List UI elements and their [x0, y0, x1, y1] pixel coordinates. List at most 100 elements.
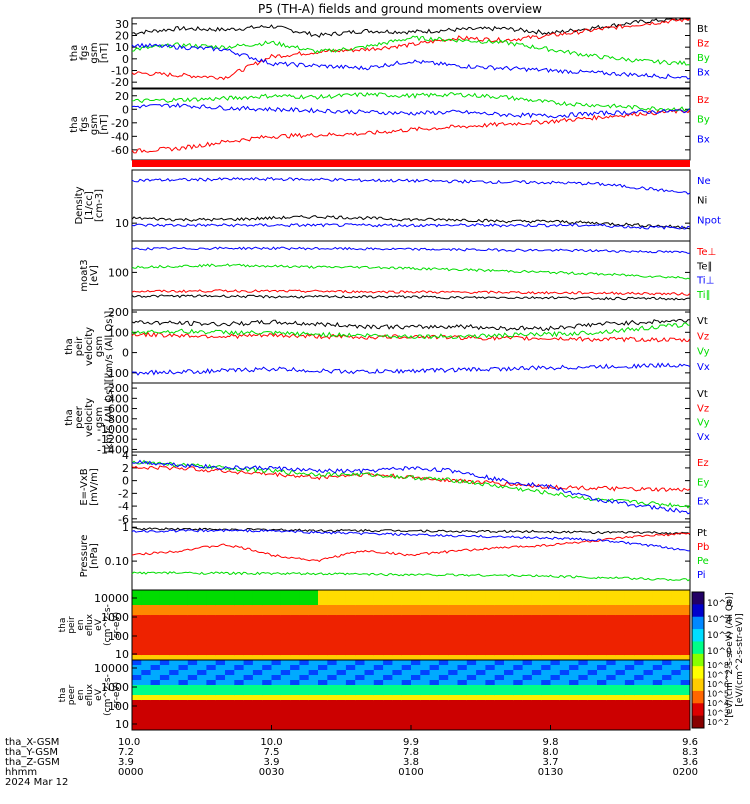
heatmap-cell: [643, 630, 654, 636]
heatmap-cell: [457, 620, 468, 626]
heatmap-cell: [485, 710, 496, 716]
heatmap-cell: [252, 680, 263, 686]
heatmap-cell: [652, 620, 663, 626]
heatmap-cell: [466, 695, 477, 701]
heatmap-cell: [429, 630, 440, 636]
heatmap-cell: [234, 655, 245, 661]
heatmap-cell: [197, 635, 207, 641]
heatmap-cell: [522, 685, 533, 691]
y-axis-label-line: peir: [74, 336, 85, 356]
heatmap-cell: [615, 605, 626, 611]
heatmap-cell: [252, 645, 263, 651]
heatmap-cell: [336, 705, 347, 711]
y-tick-label: 10: [115, 648, 129, 661]
heatmap-cell: [494, 655, 505, 661]
heatmap-cell: [271, 715, 282, 721]
heatmap-cell: [513, 710, 524, 716]
heatmap-cell: [522, 600, 533, 606]
heatmap-cell: [355, 610, 365, 616]
heatmap-cell: [429, 700, 440, 706]
heatmap-cell: [206, 600, 217, 606]
y-tick-label: 4: [122, 449, 129, 462]
heatmap-cell: [345, 625, 356, 631]
heatmap-cell: [429, 645, 440, 651]
heatmap-cell: [159, 640, 170, 646]
heatmap-cell: [429, 590, 440, 596]
series-line-Ti⊥: [131, 246, 691, 254]
heatmap-cell: [262, 665, 272, 671]
heatmap-cell: [494, 635, 505, 641]
heatmap-cell: [494, 670, 505, 676]
heatmap-cell: [652, 695, 663, 701]
heatmap-cell: [243, 675, 254, 681]
y-axis-label-line: tha: [58, 618, 68, 633]
heatmap-cell: [597, 655, 607, 661]
y-tick-label: -40: [111, 130, 129, 143]
heatmap-cell: [290, 605, 300, 611]
heatmap-cell: [541, 620, 551, 626]
heatmap-cell: [392, 605, 403, 611]
heatmap-cell: [634, 650, 644, 656]
heatmap-cell: [643, 705, 654, 711]
heatmap-cell: [494, 590, 505, 596]
y-axis-label-line: tha: [64, 338, 75, 354]
heatmap-cell: [234, 620, 245, 626]
heatmap-cell: [383, 710, 393, 716]
heatmap-cell: [671, 610, 682, 616]
heatmap-cell: [290, 705, 300, 711]
heatmap-cell: [252, 690, 263, 696]
heatmap-cell: [578, 675, 589, 681]
heatmap-cell: [271, 700, 282, 706]
heatmap-cell: [132, 620, 142, 626]
heatmap-cell: [569, 650, 579, 656]
heatmap-cell: [466, 675, 477, 681]
heatmap-cell: [169, 625, 179, 631]
heatmap-cell: [643, 655, 654, 661]
heatmap-cell: [662, 680, 672, 686]
heatmap-cell: [234, 685, 245, 691]
heatmap-cell: [364, 680, 375, 686]
series-line-Ni: [131, 215, 691, 230]
heatmap-cell: [569, 695, 579, 701]
heatmap-cell: [578, 665, 589, 671]
heatmap-cell: [606, 725, 617, 731]
heatmap-cell: [531, 725, 542, 731]
legend-Ex: Ex: [697, 497, 709, 508]
heatmap-cell: [569, 645, 579, 651]
heatmap-cell: [420, 600, 431, 606]
heatmap-cell: [234, 605, 245, 611]
heatmap-cell: [411, 715, 421, 721]
y-tick-label: 0: [122, 347, 129, 360]
heatmap-cell: [541, 715, 551, 721]
heatmap-cell: [401, 620, 412, 626]
heatmap-cell: [671, 605, 682, 611]
heatmap-cell: [318, 675, 328, 681]
heatmap-cell: [615, 610, 626, 616]
y-tick-label: 0: [122, 475, 129, 488]
heatmap-cell: [643, 635, 654, 641]
heatmap-cell: [550, 595, 561, 601]
heatmap-cell: [206, 625, 217, 631]
heatmap-cell: [243, 700, 254, 706]
heatmap-cell: [383, 610, 393, 616]
heatmap-cell: [392, 685, 403, 691]
heatmap-cell: [615, 635, 626, 641]
heatmap-cell: [504, 715, 514, 721]
heatmap-cell: [476, 670, 486, 676]
heatmap-cell: [420, 590, 431, 596]
heatmap-cell: [197, 700, 207, 706]
heatmap-cell: [476, 595, 486, 601]
heatmap-cell: [466, 665, 477, 671]
heatmap-cell: [299, 670, 310, 676]
heatmap-cell: [429, 710, 440, 716]
heatmap-cell: [383, 595, 393, 601]
heatmap-cell: [587, 660, 598, 666]
heatmap-cell: [662, 705, 672, 711]
y-axis-label-line: velocity: [84, 327, 95, 366]
heatmap-cell: [652, 650, 663, 656]
heatmap-cell: [578, 705, 589, 711]
heatmap-cell: [336, 700, 347, 706]
heatmap-cell: [578, 595, 589, 601]
heatmap-cell: [132, 655, 142, 661]
heatmap-cell: [141, 695, 152, 701]
